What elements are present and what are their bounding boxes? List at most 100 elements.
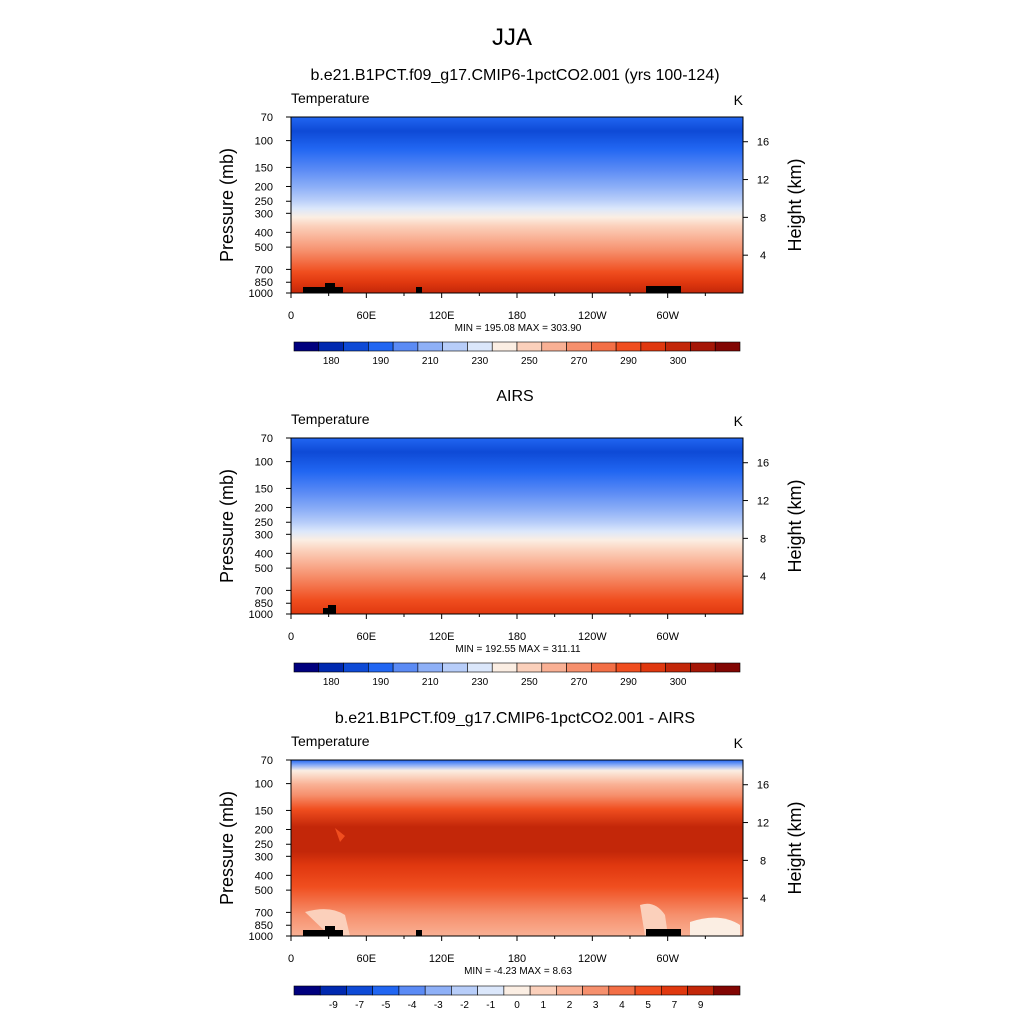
- upper-anomaly: [335, 828, 345, 842]
- field-fill: [291, 760, 743, 936]
- colorbar-label: 290: [620, 677, 637, 688]
- field-label: Temperature: [291, 733, 370, 749]
- colorbar-label: 210: [422, 677, 439, 688]
- colorbar-swatch: [591, 662, 617, 673]
- colorbar-swatch: [714, 341, 741, 352]
- colorbar-swatch: [392, 662, 419, 673]
- y-tick-label: 150: [255, 162, 273, 174]
- topography: [646, 286, 681, 293]
- topography: [303, 930, 343, 936]
- stats-label: MIN = 195.08 MAX = 303.90: [455, 323, 582, 334]
- y-tick-label: 1000: [249, 931, 273, 943]
- y-right-tick-label: 4: [760, 893, 766, 905]
- x-tick-label: 180: [508, 953, 526, 965]
- colorbar-label: 230: [471, 677, 488, 688]
- colorbar-swatch: [615, 662, 642, 673]
- y-right-tick-label: 16: [757, 458, 769, 470]
- topography: [646, 929, 681, 936]
- units-label: K: [734, 413, 744, 429]
- y-tick-label: 300: [255, 851, 273, 863]
- field-label: Temperature: [291, 90, 370, 106]
- y-tick-label: 300: [255, 529, 273, 541]
- colorbar-label: 180: [323, 677, 340, 688]
- x-tick-label: 180: [508, 310, 526, 322]
- colorbar-swatch: [442, 341, 468, 352]
- colorbar-swatch: [516, 662, 543, 673]
- y-tick-label: 850: [255, 598, 273, 610]
- y-tick-label: 150: [255, 805, 273, 817]
- colorbar-label: 290: [620, 356, 637, 367]
- y-tick-label: 300: [255, 208, 273, 220]
- colorbar-swatch: [714, 662, 741, 673]
- colorbar-swatch: [293, 985, 321, 996]
- y-right-tick-label: 16: [757, 780, 769, 792]
- topography: [325, 283, 335, 293]
- colorbar-label: 5: [645, 1000, 651, 1011]
- y-tick-label: 100: [255, 457, 273, 469]
- colorbar-label: -3: [434, 1000, 443, 1011]
- colorbar-swatch: [665, 341, 691, 352]
- colorbar-swatch: [491, 662, 518, 673]
- colorbar-label: 180: [323, 356, 340, 367]
- panel-title: b.e21.B1PCT.f09_g17.CMIP6-1pctCO2.001 - …: [335, 710, 695, 727]
- field-label: Temperature: [291, 411, 370, 427]
- colorbar-label: 210: [422, 356, 439, 367]
- colorbar-swatch: [640, 662, 666, 673]
- x-tick-label: 60E: [357, 310, 377, 322]
- panel-title: AIRS: [496, 388, 533, 405]
- colorbar-swatch: [477, 985, 505, 996]
- colorbar-swatch: [343, 341, 369, 352]
- y-tick-label: 700: [255, 907, 273, 919]
- units-label: K: [734, 735, 744, 751]
- panel-1: b.e21.B1PCT.f09_g17.CMIP6-1pctCO2.001 (y…: [217, 67, 805, 367]
- colorbar-swatch: [392, 341, 419, 352]
- y-tick-label: 70: [261, 755, 273, 767]
- y-tick-label: 150: [255, 483, 273, 495]
- colorbar-swatch: [591, 341, 617, 352]
- figure-title: JJA: [492, 24, 532, 51]
- colorbar-swatch: [442, 662, 468, 673]
- colorbar-swatch: [665, 662, 691, 673]
- colorbar-swatch: [491, 341, 518, 352]
- y-right-axis-title: Height (km): [785, 158, 805, 251]
- colorbar-swatch: [687, 985, 715, 996]
- y-tick-label: 500: [255, 885, 273, 897]
- y-tick-label: 1000: [249, 288, 273, 300]
- colorbar-swatch: [690, 341, 716, 352]
- colorbar-swatch: [516, 341, 543, 352]
- y-tick-label: 700: [255, 264, 273, 276]
- colorbar-label: 270: [571, 677, 588, 688]
- x-tick-label: 60E: [357, 631, 377, 643]
- colorbar-swatch: [640, 341, 666, 352]
- colorbar-swatch: [615, 341, 642, 352]
- colorbar-swatch: [467, 341, 493, 352]
- colorbar-swatch: [293, 341, 320, 352]
- x-tick-label: 120W: [578, 631, 607, 643]
- stats-label: MIN = 192.55 MAX = 311.11: [455, 644, 581, 655]
- y-right-tick-label: 12: [757, 175, 769, 187]
- colorbar-label: -1: [486, 1000, 495, 1011]
- colorbar-label: -2: [460, 1000, 469, 1011]
- colorbar-label: 7: [672, 1000, 678, 1011]
- y-tick-label: 200: [255, 181, 273, 193]
- panel-title: b.e21.B1PCT.f09_g17.CMIP6-1pctCO2.001 (y…: [310, 67, 719, 84]
- colorbar-label: 190: [372, 356, 389, 367]
- colorbar-swatch: [319, 985, 347, 996]
- y-tick-label: 100: [255, 136, 273, 148]
- colorbar-label: -5: [381, 1000, 390, 1011]
- colorbar-label: 230: [471, 356, 488, 367]
- colorbar-swatch: [467, 662, 493, 673]
- topography: [416, 287, 422, 293]
- y-right-tick-label: 8: [760, 855, 766, 867]
- y-tick-label: 700: [255, 585, 273, 597]
- colorbar-swatch: [713, 985, 741, 996]
- topography: [325, 926, 335, 936]
- colorbar-label: 270: [571, 356, 588, 367]
- colorbar-label: 4: [619, 1000, 625, 1011]
- x-tick-label: 60E: [357, 953, 377, 965]
- y-tick-label: 850: [255, 277, 273, 289]
- x-tick-label: 120E: [429, 631, 455, 643]
- colorbar-swatch: [566, 662, 592, 673]
